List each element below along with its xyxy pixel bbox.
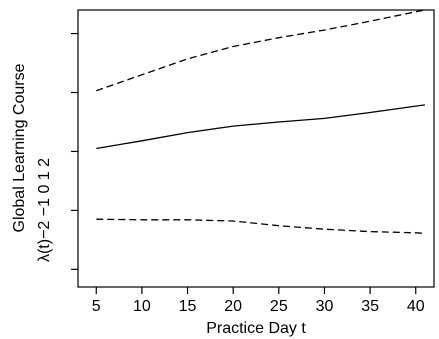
upper-bound-line [96, 9, 426, 92]
x-tick-label: 25 [270, 298, 288, 315]
x-tick-label: 30 [316, 298, 334, 315]
x-axis-label: Practice Day t [206, 320, 306, 337]
y-axis [71, 32, 78, 270]
series-layer [96, 9, 426, 235]
x-axis: 5 10 15 20 25 30 35 40 [92, 287, 425, 315]
y-axis-label-line-2: λ(t)−2 −1 0 1 2 [36, 158, 53, 262]
lower-bound-line [96, 218, 425, 235]
x-tick-label: 15 [179, 298, 197, 315]
plot-frame [77, 9, 435, 288]
x-tick-label: 20 [224, 298, 242, 315]
x-tick-label: 5 [92, 298, 101, 315]
estimate-line [96, 104, 425, 150]
y-axis-label-line-1: Global Learning Course [11, 63, 28, 232]
x-tick-label: 35 [361, 298, 379, 315]
x-tick-label: 40 [407, 298, 425, 315]
x-tick-label: 10 [133, 298, 151, 315]
